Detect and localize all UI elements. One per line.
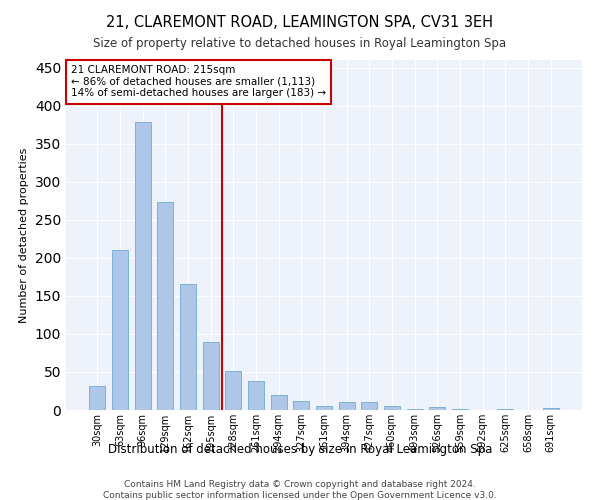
Bar [157,202,173,410]
Bar [542,408,559,410]
Bar [407,409,422,410]
Bar [497,409,513,410]
Bar [316,406,332,410]
Bar [112,250,128,410]
Text: Contains HM Land Registry data © Crown copyright and database right 2024.: Contains HM Land Registry data © Crown c… [124,480,476,489]
Bar [203,342,218,410]
Bar [226,371,241,410]
Text: 21 CLAREMONT ROAD: 215sqm
← 86% of detached houses are smaller (1,113)
14% of se: 21 CLAREMONT ROAD: 215sqm ← 86% of detac… [71,66,326,98]
Y-axis label: Number of detached properties: Number of detached properties [19,148,29,322]
Bar [361,402,377,410]
Text: Distribution of detached houses by size in Royal Leamington Spa: Distribution of detached houses by size … [108,442,492,456]
Bar [430,407,445,410]
Bar [135,122,151,410]
Bar [339,402,355,410]
Bar [248,381,264,410]
Text: Contains public sector information licensed under the Open Government Licence v3: Contains public sector information licen… [103,491,497,500]
Bar [271,395,287,410]
Bar [293,401,309,410]
Bar [180,284,196,410]
Bar [452,409,468,410]
Bar [89,386,106,410]
Text: Size of property relative to detached houses in Royal Leamington Spa: Size of property relative to detached ho… [94,38,506,51]
Text: 21, CLAREMONT ROAD, LEAMINGTON SPA, CV31 3EH: 21, CLAREMONT ROAD, LEAMINGTON SPA, CV31… [107,15,493,30]
Bar [384,406,400,410]
